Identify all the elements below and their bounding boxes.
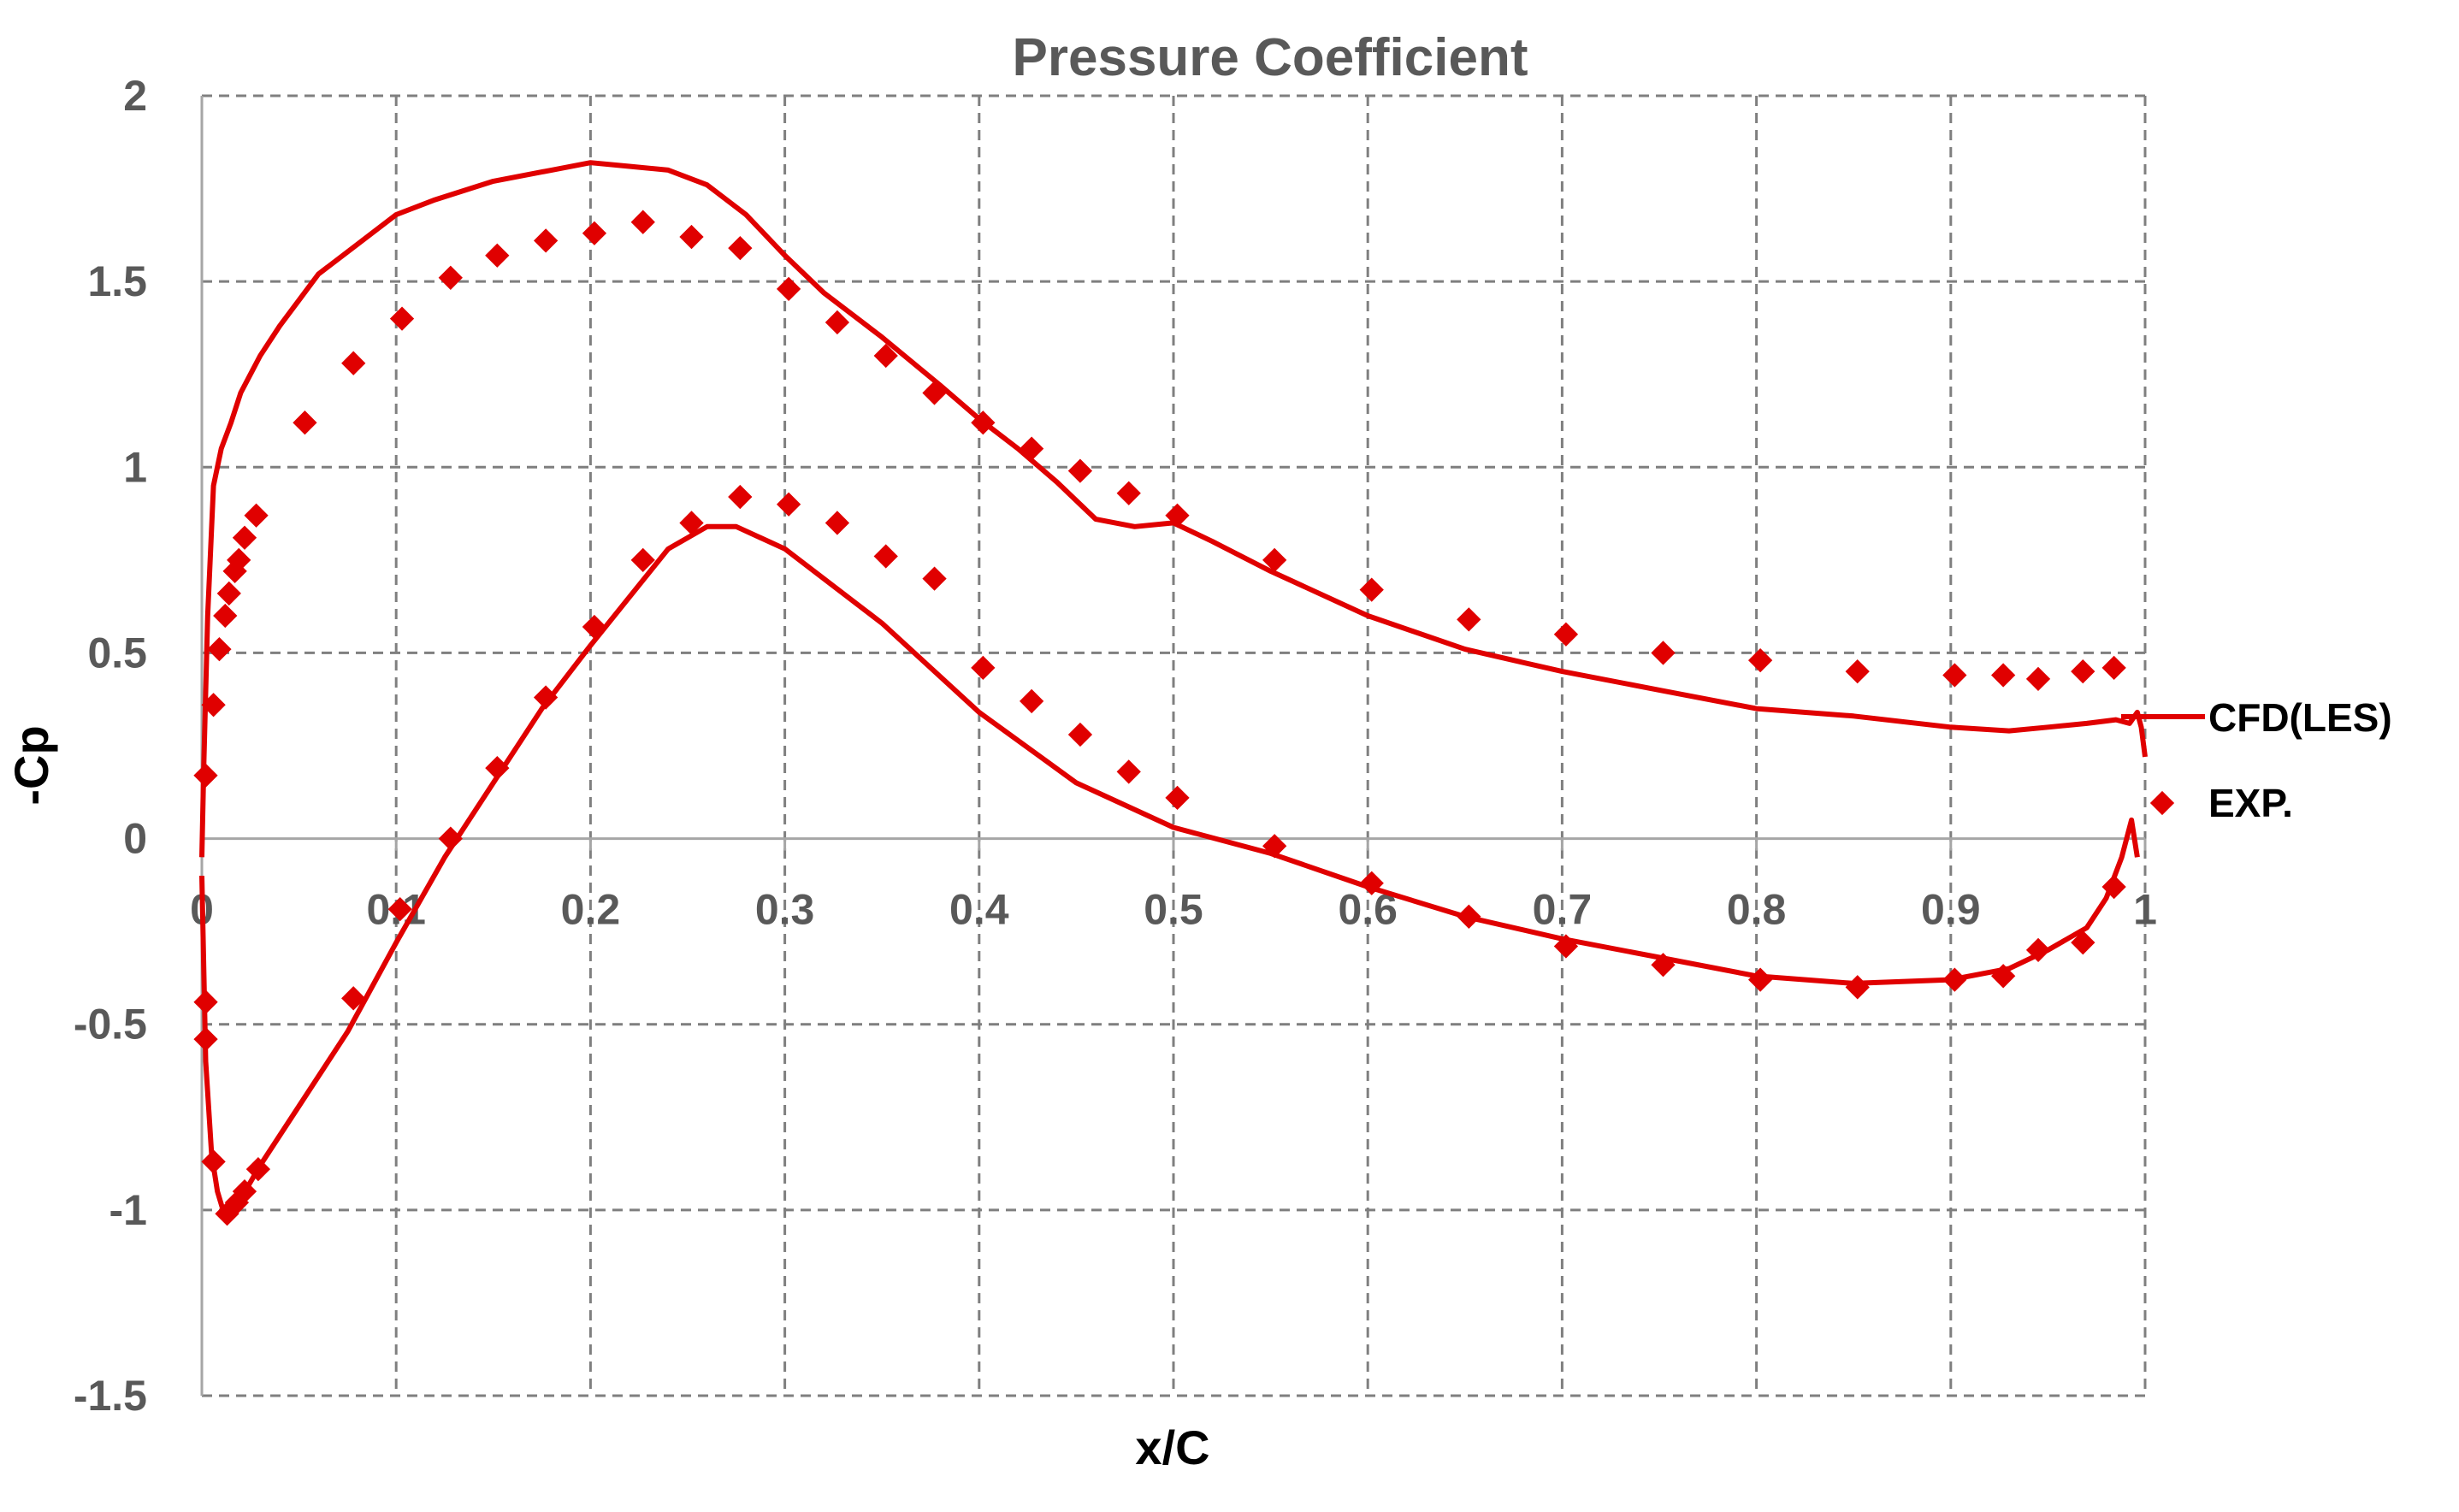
exp-lower-marker xyxy=(2101,874,2126,900)
exp-lower-marker xyxy=(1942,967,1967,992)
legend-label-exp: EXP. xyxy=(2208,781,2293,825)
exp-upper-marker xyxy=(971,410,996,435)
exp-upper-marker xyxy=(389,306,415,331)
x-tick-label: 0.5 xyxy=(1144,886,1203,934)
y-tick-label: -0.5 xyxy=(74,1001,147,1048)
exp-upper-marker xyxy=(922,381,947,405)
exp-upper-marker xyxy=(1116,481,1141,505)
exp-lower-marker xyxy=(533,685,559,710)
exp-upper-marker xyxy=(630,210,655,234)
x-tick-label: 0.4 xyxy=(949,886,1009,934)
exp-upper-marker xyxy=(728,235,753,261)
exp-upper-marker xyxy=(582,221,607,245)
y-tick-label: 1 xyxy=(123,443,147,491)
y-axis-title: -Cp xyxy=(4,725,58,805)
exp-lower-marker xyxy=(1019,688,1044,714)
exp-lower-marker xyxy=(1747,967,1773,992)
exp-upper-marker xyxy=(244,503,269,528)
exp-upper-marker xyxy=(825,310,850,335)
exp-lower-marker xyxy=(971,655,996,680)
x-axis-title: x/C xyxy=(1135,1420,1209,1474)
x-tick-label: 0.3 xyxy=(755,886,815,934)
x-tick-labels: 00.10.20.30.40.50.60.70.80.91 xyxy=(190,886,2157,934)
exp-lower-marker xyxy=(193,989,218,1014)
exp-upper-marker xyxy=(201,693,226,718)
exp-upper-marker xyxy=(776,276,801,301)
exp-lower-marker xyxy=(1845,975,1870,1000)
x-tick-label: 0.2 xyxy=(561,886,621,934)
exp-lower-marker xyxy=(630,547,655,573)
exp-lower-marker xyxy=(1553,934,1579,959)
exp-upper-marker xyxy=(1553,622,1579,647)
x-tick-label: 0.7 xyxy=(1533,886,1593,934)
exp-upper-marker xyxy=(1845,659,1870,684)
exp-upper-marker xyxy=(1067,458,1093,483)
x-tick-label: 0.8 xyxy=(1727,886,1787,934)
y-tick-label: 2 xyxy=(123,72,147,120)
exp-lower-marker xyxy=(825,511,850,535)
exp-lower-marker xyxy=(485,755,510,781)
exp-lower-marker xyxy=(245,1156,271,1182)
exp-upper-marker xyxy=(1262,547,1287,573)
y-tick-label: 0 xyxy=(123,815,147,863)
exp-lower-marker xyxy=(922,566,947,591)
y-tick-label: 1.5 xyxy=(87,257,147,305)
exp-lower-marker xyxy=(2071,930,2095,955)
exp-lower-marker xyxy=(193,1026,218,1052)
exp-lower-marker xyxy=(873,544,898,569)
y-tick-label: 0.5 xyxy=(87,629,147,676)
exp-upper-marker xyxy=(2025,666,2051,691)
chart-title: Pressure Coefficient xyxy=(1013,28,1528,87)
x-tick-label: 1 xyxy=(2133,886,2157,934)
exp-lower-marker xyxy=(728,484,753,510)
exp-lower-marker xyxy=(1067,722,1093,747)
y-tick-label: -1.5 xyxy=(74,1372,147,1420)
exp-lower-marker xyxy=(1651,953,1676,977)
x-tick-label: 0.9 xyxy=(1921,886,1981,934)
exp-lower-marker xyxy=(1457,904,1481,929)
y-tick-label: -1 xyxy=(109,1186,147,1234)
exp-lower-marker xyxy=(387,896,412,922)
exp-lower-marker xyxy=(582,614,607,640)
legend-label-cfd: CFD(LES) xyxy=(2208,695,2392,740)
exp-lower-marker xyxy=(776,492,801,517)
exp-lower-marker xyxy=(1165,785,1190,810)
exp-upper-marker xyxy=(293,410,317,435)
exp-lower-marker xyxy=(2025,937,2051,963)
exp-upper-marker xyxy=(1747,647,1773,673)
y-tick-labels: 2 1.5 1 0.5 0 -0.5 -1 -1.5 xyxy=(74,72,147,1420)
exp-upper-marker xyxy=(216,581,241,606)
legend: CFD(LES) EXP. xyxy=(2121,695,2392,825)
exp-upper-marker xyxy=(873,343,898,369)
exp-upper-marker xyxy=(2071,659,2095,684)
exp-upper-marker xyxy=(1020,436,1044,461)
exp-upper-marker xyxy=(485,243,510,268)
exp-lower-marker xyxy=(679,511,704,535)
cfd-upper-surface-line xyxy=(199,160,2148,858)
exp-upper-marker xyxy=(227,547,251,572)
exp-upper-marker xyxy=(438,265,463,290)
exp-upper-marker xyxy=(679,224,704,250)
exp-upper-marker xyxy=(1651,641,1676,665)
legend-marker-swatch xyxy=(2149,790,2175,816)
exp-lower-marker xyxy=(1359,871,1384,895)
exp-lower-marker xyxy=(1116,759,1141,784)
exp-upper-marker xyxy=(232,525,257,550)
exp-upper-marker xyxy=(1359,577,1384,602)
